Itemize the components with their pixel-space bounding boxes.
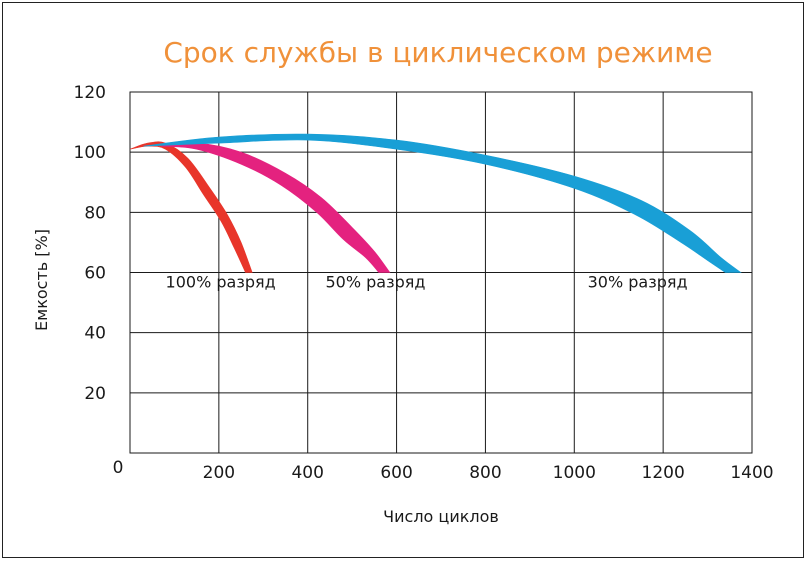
y-tick-label: 60 — [84, 264, 106, 284]
x-tick-label: 1400 — [730, 463, 773, 483]
y-axis-label: Емкость [%] — [32, 229, 51, 331]
y-tick-label: 80 — [84, 203, 106, 223]
y-tick-label: 40 — [84, 324, 106, 344]
y-tick-label: 120 — [74, 83, 106, 103]
x-tick-label: 400 — [291, 463, 323, 483]
x-tick-label: 1000 — [553, 463, 596, 483]
series-label-3: 30% разряд — [588, 273, 688, 292]
series-layer — [129, 133, 742, 273]
series-label-2: 50% разряд — [325, 273, 425, 292]
x-origin-label: 0 — [113, 458, 124, 478]
y-tick-label: 100 — [74, 143, 106, 163]
x-tick-label: 600 — [380, 463, 412, 483]
x-tick-label: 200 — [203, 463, 235, 483]
chart-title: Срок службы в циклическом режиме — [163, 36, 712, 69]
grid — [129, 91, 753, 454]
y-tick-label: 20 — [84, 384, 106, 404]
x-tick-label: 800 — [469, 463, 501, 483]
series-band-3 — [143, 133, 742, 273]
x-tick-label: 1200 — [642, 463, 685, 483]
series-band-2 — [161, 142, 391, 273]
series-label-1: 100% разряд — [166, 273, 276, 292]
x-axis-label: Число циклов — [383, 507, 499, 526]
